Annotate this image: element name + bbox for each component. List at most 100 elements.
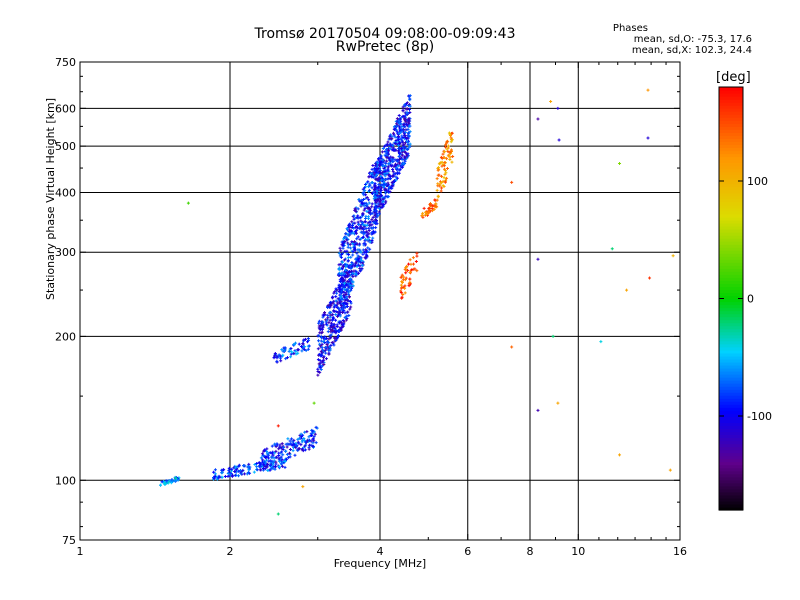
data-point [340,283,344,287]
data-point [357,223,361,227]
data-point [353,246,357,250]
data-point [310,433,314,437]
data-point [257,464,261,468]
data-point [443,168,447,172]
data-point [435,198,439,202]
data-point [346,289,350,293]
colorbar-segment [719,343,743,348]
y-tick-label: 300 [55,246,76,259]
data-point [356,214,360,218]
data-point [404,128,408,132]
x-tick-label: 8 [527,545,534,558]
data-point [343,272,347,276]
data-point [351,231,355,235]
data-point [301,342,305,346]
colorbar-segment [719,135,743,139]
data-point [625,288,629,292]
colorbar-segment [719,422,743,426]
data-point [443,180,447,184]
data-point [373,172,377,176]
data-point [349,301,353,305]
colorbar-segment [719,96,743,100]
data-point [343,278,347,282]
colorbar-segment [719,144,743,149]
data-point [394,128,398,132]
data-point [355,225,359,229]
colorbar-segment [719,500,743,505]
data-point [380,150,384,154]
data-point [362,191,366,195]
data-point [339,262,343,266]
colorbar-segment [719,256,743,260]
data-point [318,359,322,363]
data-point [402,162,406,166]
colorbar-segment [719,222,743,227]
data-point [322,356,325,360]
colorbar-segment [719,204,743,209]
data-point [242,463,246,467]
data-point [404,271,408,275]
data-point [358,269,362,273]
data-point [610,247,614,251]
data-point [434,204,438,208]
data-point [275,359,279,363]
data-point [327,305,331,309]
colorbar-segment [719,207,743,212]
colorbar-segment [719,126,743,130]
data-point [403,291,407,295]
data-point [348,228,352,232]
data-point [281,353,285,357]
data-point [396,134,400,138]
data-point [300,440,304,444]
colorbar-segment [719,229,743,233]
data-point [366,246,370,250]
data-point [212,477,216,481]
data-point [288,448,292,452]
data-point [396,158,400,162]
data-point [436,173,440,177]
data-point [266,451,270,455]
data-point [306,347,310,351]
data-point [356,235,360,239]
data-point [368,206,372,210]
data-point [399,122,403,126]
data-point [284,449,288,453]
data-point [646,88,650,92]
data-point [370,211,374,215]
data-point [342,305,346,309]
data-point [289,355,293,359]
data-point [407,262,411,266]
data-point [370,205,374,209]
data-point [343,268,347,272]
data-point [307,438,311,442]
data-point [347,253,351,257]
data-point [428,208,432,212]
data-point [557,138,561,142]
data-point [556,401,560,405]
data-points [159,88,675,516]
data-point [400,147,404,151]
data-point [370,191,374,195]
data-point [376,186,380,190]
data-point [166,481,170,485]
data-point [445,141,449,145]
data-point [362,225,366,229]
data-point [440,174,444,178]
data-point [269,467,273,471]
data-point [391,170,395,174]
data-point [286,442,290,446]
colorbar-segment [719,398,743,402]
data-point [383,144,387,148]
data-point [339,304,343,308]
data-point [333,336,337,340]
data-point [400,153,404,157]
data-point [397,132,401,136]
data-point [362,197,366,201]
data-point [278,356,282,360]
data-point [374,206,378,210]
data-point [536,117,540,121]
data-point [435,188,439,192]
data-point [392,172,396,176]
data-point [280,464,284,468]
data-point [407,117,411,121]
